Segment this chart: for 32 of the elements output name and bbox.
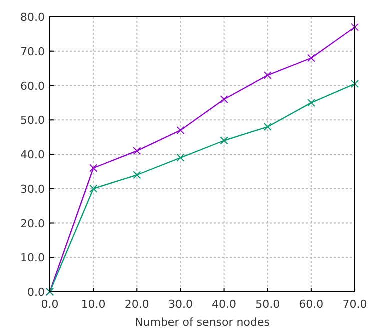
x-axis-title: Number of sensor nodes bbox=[135, 316, 270, 329]
x-tick-label: 10.0 bbox=[81, 298, 106, 311]
y-tick-label: 20.0 bbox=[20, 217, 45, 230]
point bbox=[220, 96, 228, 104]
point bbox=[220, 136, 228, 145]
y-tick-label: 50.0 bbox=[20, 114, 45, 128]
point bbox=[176, 126, 185, 134]
point bbox=[307, 98, 316, 107]
y-tick-label: 10.0 bbox=[20, 252, 45, 265]
point bbox=[90, 164, 98, 172]
x-tick-label: 20.0 bbox=[124, 298, 150, 311]
point bbox=[133, 147, 142, 156]
x-tick-label: 0.0 bbox=[41, 298, 59, 311]
point bbox=[176, 154, 185, 162]
y-tick-label: 80.0 bbox=[20, 11, 45, 24]
point bbox=[133, 171, 142, 180]
y-tick-label: 0.0 bbox=[28, 286, 45, 299]
point bbox=[90, 184, 98, 193]
point bbox=[307, 54, 316, 62]
point bbox=[264, 71, 272, 80]
point bbox=[351, 80, 359, 88]
y-tick-label: 40.0 bbox=[20, 148, 45, 162]
x-tick-label: 60.0 bbox=[299, 298, 324, 311]
point bbox=[264, 123, 272, 131]
point bbox=[351, 23, 359, 32]
y-tick-label: 70.0 bbox=[20, 45, 45, 58]
x-tick-label: 30.0 bbox=[168, 298, 193, 311]
y-tick-label: 30.0 bbox=[20, 182, 45, 196]
x-tick-label: 50.0 bbox=[256, 298, 280, 311]
x-tick-label: 40.0 bbox=[212, 298, 237, 311]
x-tick-label: 70.0 bbox=[342, 298, 368, 311]
y-tick-label: 60.0 bbox=[20, 80, 45, 93]
